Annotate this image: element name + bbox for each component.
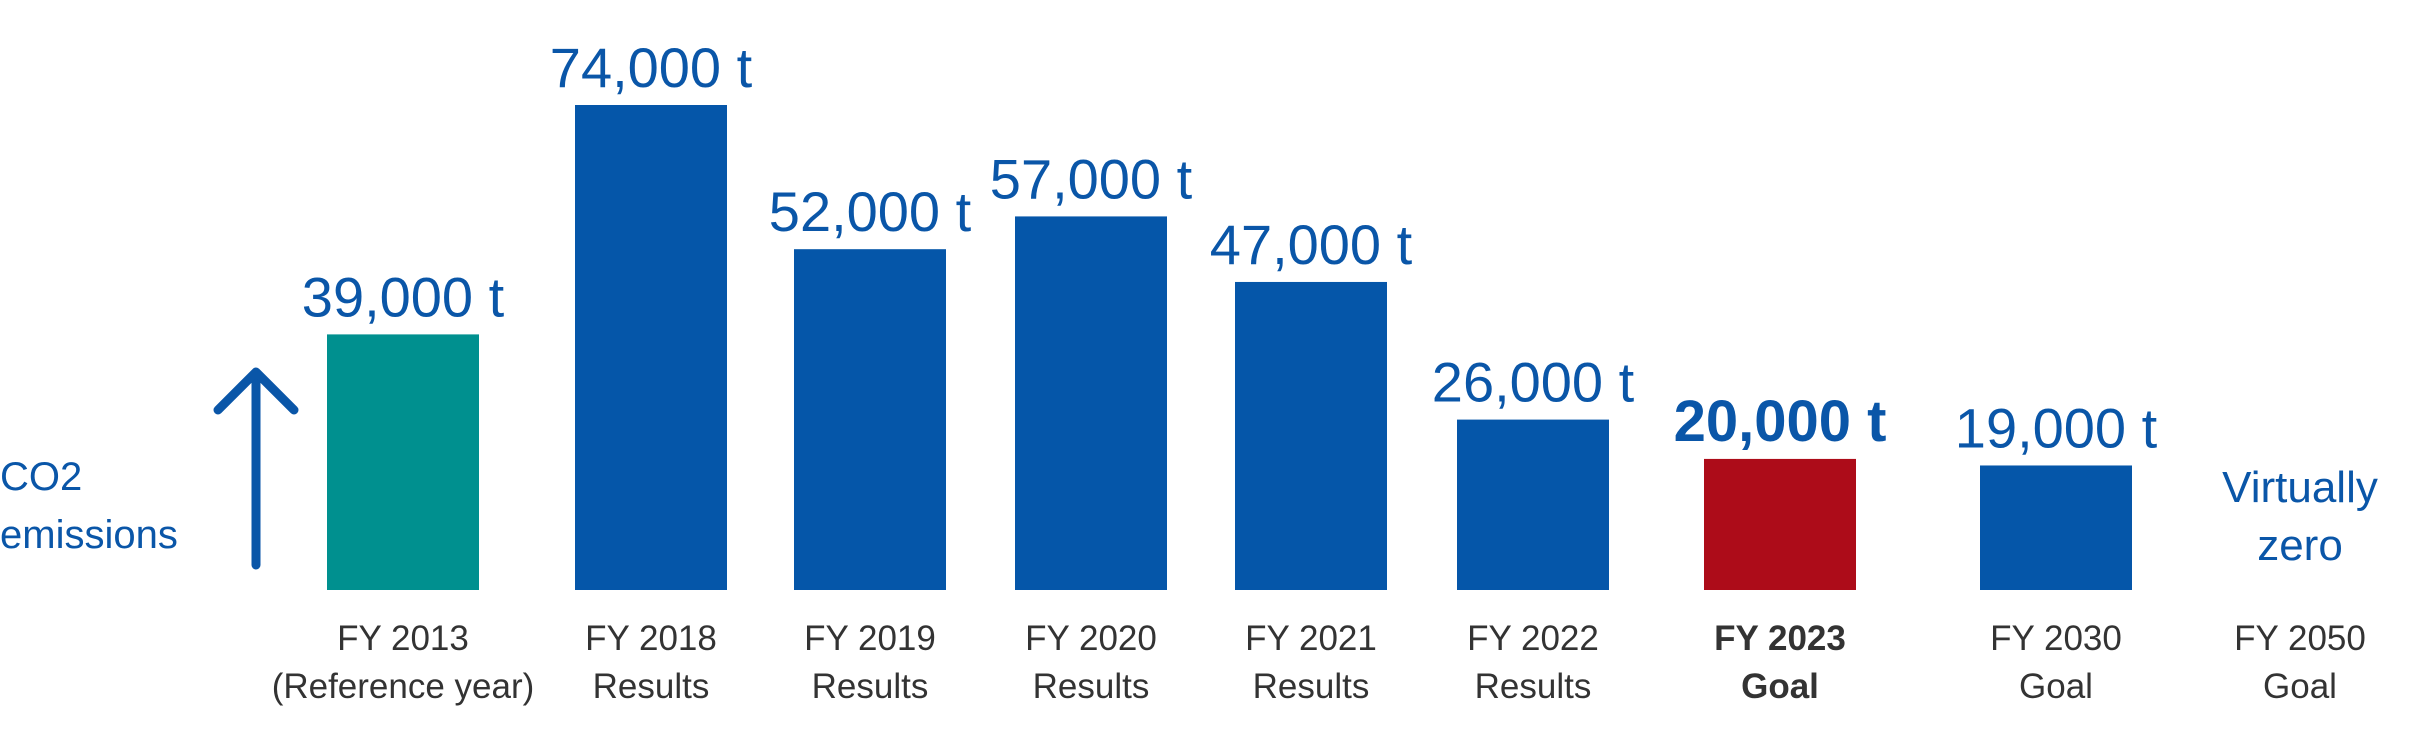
bar-fy-2018 xyxy=(575,105,727,590)
category-label: FY 2019 xyxy=(804,619,936,658)
value-label: 20,000 t xyxy=(1674,389,1887,454)
value-label: 39,000 t xyxy=(302,265,505,328)
up-arrow-icon xyxy=(213,367,299,570)
category-label: Results xyxy=(812,667,929,706)
bar-fy-2013 xyxy=(327,334,479,590)
value-labels-group: 39,000 t 74,000 t 52,000 t 57,000 t 47,000 t… xyxy=(302,36,2378,570)
category-label: Results xyxy=(593,667,710,706)
bars-group xyxy=(327,105,2132,590)
bar-fy-2020 xyxy=(1015,216,1167,590)
category-label: FY 2023 xyxy=(1714,619,1846,658)
category-label: (Reference year) xyxy=(272,667,535,706)
value-label: 47,000 t xyxy=(1210,213,1413,276)
category-label: FY 2018 xyxy=(585,619,717,658)
bar-fy-2021 xyxy=(1235,281,1387,590)
category-label: Goal xyxy=(1741,667,1819,706)
value-label: 57,000 t xyxy=(990,147,1193,210)
category-label: Results xyxy=(1253,667,1370,706)
category-labels-group: FY 2013 (Reference year) FY 2018 Results FY … xyxy=(272,619,2366,706)
category-label: FY 2030 xyxy=(1990,619,2122,658)
category-label: FY 2021 xyxy=(1245,619,1377,658)
category-label: FY 2022 xyxy=(1467,619,1599,658)
value-label: 19,000 t xyxy=(1955,396,2158,459)
category-label: Results xyxy=(1033,667,1150,706)
category-label: FY 2020 xyxy=(1025,619,1157,658)
category-label: Results xyxy=(1475,667,1592,706)
value-label: 74,000 t xyxy=(550,36,753,99)
bar-fy-2022 xyxy=(1457,419,1609,590)
category-label: Goal xyxy=(2263,667,2337,706)
value-label: 52,000 t xyxy=(769,180,972,243)
y-axis-label: CO2 emissions xyxy=(0,455,178,557)
category-label: FY 2050 xyxy=(2234,619,2366,658)
category-label: Goal xyxy=(2019,667,2093,706)
value-label: zero xyxy=(2257,521,2343,570)
bar-fy-2030 xyxy=(1980,465,2132,590)
value-label: 26,000 t xyxy=(1432,351,1635,414)
bar-fy-2019 xyxy=(794,249,946,590)
bar-fy-2023 xyxy=(1704,458,1856,590)
value-label: Virtually xyxy=(2222,463,2378,512)
category-label: FY 2013 xyxy=(337,619,469,658)
